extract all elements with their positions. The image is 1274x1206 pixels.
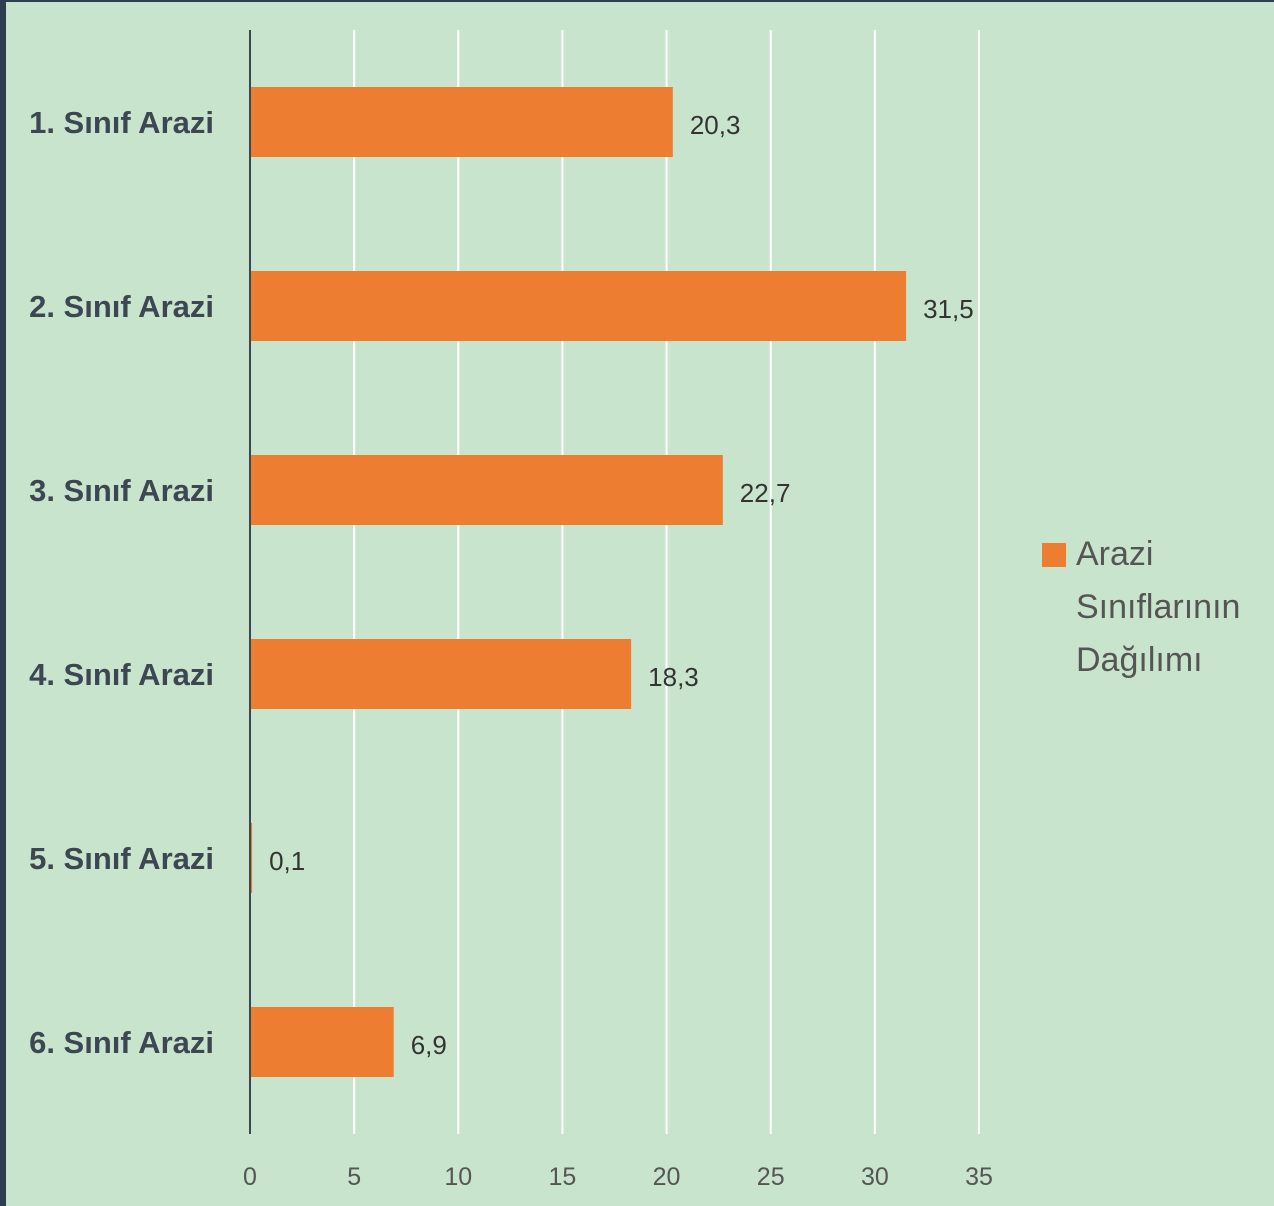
category-label: 3. Sınıf Arazi	[29, 473, 214, 508]
data-label: 20,3	[690, 110, 741, 140]
x-tick-label: 25	[757, 1163, 785, 1191]
bar	[250, 87, 673, 157]
x-tick-label: 15	[549, 1163, 577, 1191]
data-label: 22,7	[740, 478, 791, 508]
category-label: 4. Sınıf Arazi	[29, 657, 214, 692]
x-tick-label: 30	[861, 1163, 889, 1191]
data-labels: 20,3 31,5 22,7 18,3 0,1 6,9	[269, 110, 974, 1060]
x-tick-label: 5	[347, 1163, 361, 1191]
legend: Arazi Sınıflarının Dağılımı	[1042, 535, 1240, 679]
x-tick-labels: 0 5 10 15 20 25 30 35	[243, 1163, 993, 1191]
legend-label-line: Arazi	[1076, 535, 1153, 573]
category-label: 5. Sınıf Arazi	[29, 841, 214, 876]
category-label: 2. Sınıf Arazi	[29, 289, 214, 324]
bar	[250, 1007, 394, 1077]
bars	[250, 87, 907, 1077]
x-tick-label: 0	[243, 1163, 257, 1191]
data-label: 18,3	[648, 662, 699, 692]
category-labels: 1. Sınıf Arazi 2. Sınıf Arazi 3. Sınıf Ara…	[29, 105, 214, 1060]
legend-label-line: Dağılımı	[1076, 641, 1203, 679]
gridlines	[353, 30, 980, 1134]
x-tick-label: 35	[965, 1163, 993, 1191]
slide-edge-left	[0, 0, 6, 1206]
legend-swatch	[1042, 543, 1066, 567]
x-tick-label: 20	[653, 1163, 681, 1191]
data-label: 31,5	[923, 294, 974, 324]
slide-edge-top	[0, 0, 1274, 2]
legend-label-line: Sınıflarının	[1076, 588, 1240, 626]
data-label: 6,9	[411, 1030, 447, 1060]
bar	[250, 271, 907, 341]
bar	[250, 823, 253, 893]
category-label: 6. Sınıf Arazi	[29, 1025, 214, 1060]
data-label: 0,1	[269, 846, 305, 876]
bar	[250, 639, 632, 709]
x-tick-label: 10	[444, 1163, 472, 1191]
category-label: 1. Sınıf Arazi	[29, 105, 214, 140]
bar	[250, 455, 723, 525]
